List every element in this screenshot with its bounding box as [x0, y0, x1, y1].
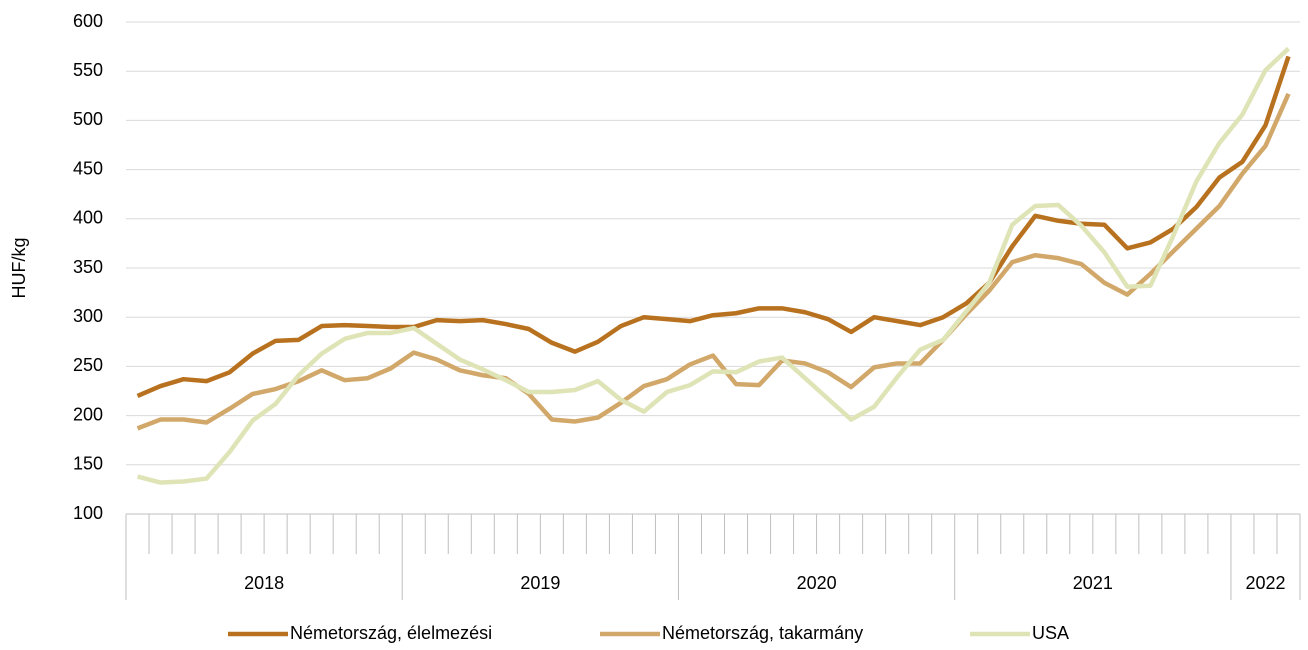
- year-label: 2020: [797, 573, 837, 593]
- series-line: [136, 46, 1291, 485]
- year-label: 2018: [244, 573, 284, 593]
- y-tick-label: 550: [73, 60, 103, 80]
- legend-label: Németország, élelmezési: [290, 623, 492, 643]
- y-tick-label: 150: [73, 454, 103, 474]
- y-tick-label: 350: [73, 257, 103, 277]
- y-tick-label: 100: [73, 503, 103, 523]
- y-tick-label: 250: [73, 355, 103, 375]
- y-tick-label: 300: [73, 306, 103, 326]
- legend-label: USA: [1032, 623, 1069, 643]
- year-label: 2021: [1073, 573, 1113, 593]
- y-tick-label: 450: [73, 158, 103, 178]
- y-tick-label: 200: [73, 404, 103, 424]
- series-line: [136, 55, 1291, 398]
- y-tick-label: 500: [73, 109, 103, 129]
- y-tick-label: 400: [73, 208, 103, 228]
- year-label: 2022: [1245, 573, 1285, 593]
- series-line: [136, 92, 1291, 431]
- year-label: 2019: [520, 573, 560, 593]
- legend-label: Németország, takarmány: [662, 623, 863, 643]
- y-axis-label: HUF/kg: [9, 237, 29, 298]
- y-tick-label: 600: [73, 11, 103, 31]
